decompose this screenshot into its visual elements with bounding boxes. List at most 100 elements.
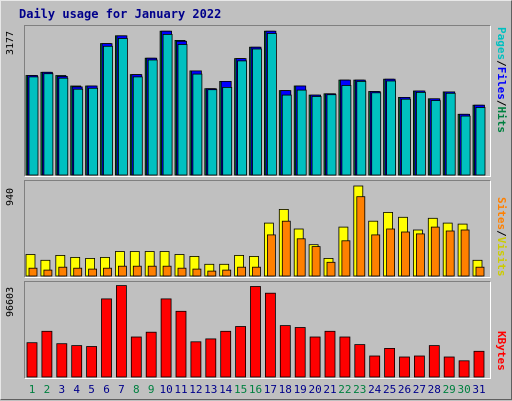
kbytes-bar xyxy=(56,343,68,378)
sites-bar xyxy=(162,265,172,277)
pages-bar xyxy=(58,77,69,176)
day-label: 27 xyxy=(412,383,427,396)
day-label: 16 xyxy=(248,383,263,396)
pages-bar xyxy=(326,94,337,176)
sites-bar xyxy=(356,196,366,277)
legend-separator: / xyxy=(495,230,508,237)
day-label: 17 xyxy=(263,383,278,396)
pages-bar xyxy=(371,92,382,176)
kbytes-bar xyxy=(101,298,112,378)
chart-title: Daily usage for January 2022 xyxy=(19,7,222,21)
sites-bar xyxy=(43,269,53,277)
pages-bar xyxy=(28,76,39,176)
pages-bar xyxy=(311,96,322,176)
pages-bar xyxy=(341,85,352,176)
pages-bar xyxy=(356,81,367,176)
pages-bar xyxy=(162,34,173,176)
day-label: 5 xyxy=(88,383,95,396)
day-label: 8 xyxy=(132,383,140,396)
pages-bar xyxy=(475,107,486,176)
sites-bar xyxy=(386,228,396,277)
kbytes-bar xyxy=(428,345,440,378)
kbytes-bar xyxy=(116,285,127,378)
day-label: 1 xyxy=(28,383,36,396)
sites-bar xyxy=(88,268,97,277)
kbytes-bar xyxy=(86,346,97,378)
sites-bar xyxy=(28,267,38,277)
day-label: 29 xyxy=(442,383,456,396)
sites-bar xyxy=(118,265,127,277)
day-label: 3 xyxy=(58,383,66,396)
day-label: 26 xyxy=(397,383,412,396)
day-label: 11 xyxy=(174,383,188,396)
sites-bar xyxy=(460,229,470,277)
sites-bar xyxy=(281,220,291,277)
sites-bar xyxy=(430,226,440,277)
sites-bar xyxy=(445,230,455,277)
sites-bar xyxy=(326,261,336,277)
kbytes-bar xyxy=(369,355,381,378)
pages-bar xyxy=(401,98,411,176)
sites-bar xyxy=(177,267,187,277)
day-label: 2 xyxy=(43,383,51,396)
legend-pages: Pages xyxy=(495,27,508,61)
kbytes-bar xyxy=(205,338,217,378)
x-axis-day-labels: 1 2 3 4 5 6 7 8 9 10 11 12 13 14 15 16 17 18 19 20 21 22 23 24 2… xyxy=(1,383,512,397)
pages-bar xyxy=(222,87,233,176)
visits-legend: Sites/Visits xyxy=(495,197,508,277)
day-label: 24 xyxy=(368,383,382,396)
kbytes-bar xyxy=(458,360,470,378)
day-label: 22 xyxy=(338,383,352,396)
day-label: 23 xyxy=(353,383,367,396)
kbytes-bar xyxy=(130,336,142,378)
pages-bar xyxy=(237,60,248,176)
sites-bar xyxy=(296,238,306,277)
kbytes-bar xyxy=(264,292,276,378)
legend-files: Files xyxy=(495,66,508,100)
pages-bar xyxy=(88,87,98,176)
sites-bar xyxy=(341,240,351,277)
day-label: 14 xyxy=(219,383,233,396)
day-label: 28 xyxy=(427,383,441,396)
kbytes-bar xyxy=(71,345,83,378)
sites-bar xyxy=(237,266,247,277)
legend-kbytes: KBytes xyxy=(495,331,508,371)
sites-bar xyxy=(371,234,381,277)
legend-separator: / xyxy=(495,99,508,107)
day-label: 10 xyxy=(159,383,173,396)
kbytes-bar xyxy=(473,350,485,378)
kbytes-bar xyxy=(294,327,306,378)
kbytes-bar xyxy=(235,326,247,378)
pages-bar xyxy=(266,33,277,176)
sites-bar xyxy=(222,269,232,277)
day-label: 25 xyxy=(382,383,397,396)
pages-bar xyxy=(296,89,307,176)
sites-bar xyxy=(73,267,83,277)
kbytes-bar xyxy=(41,330,53,378)
day-label: 30 xyxy=(457,383,471,396)
kbytes-bar xyxy=(145,331,157,378)
pages-bar xyxy=(460,115,471,176)
pages-bar xyxy=(73,88,84,176)
pages-bar xyxy=(192,73,203,176)
pages-bar xyxy=(132,76,143,176)
legend-sites: Sites xyxy=(495,197,508,231)
sites-bar xyxy=(103,267,112,277)
kbytes-bar xyxy=(279,325,291,378)
sites-bar xyxy=(147,265,157,277)
sites-bar xyxy=(266,234,276,277)
sites-bar xyxy=(58,266,68,277)
day-label: 6 xyxy=(103,383,110,396)
day-label: 4 xyxy=(73,383,80,396)
kbytes-bar xyxy=(443,356,455,378)
sites-bar xyxy=(132,265,142,277)
pages-bar xyxy=(118,38,128,176)
kbytes-bar xyxy=(250,286,261,378)
day-label: 21 xyxy=(323,383,337,396)
kbytes-bar xyxy=(220,330,232,378)
kbytes-bar xyxy=(190,341,202,378)
sites-bar xyxy=(192,268,202,277)
day-label: 31 xyxy=(472,383,486,396)
